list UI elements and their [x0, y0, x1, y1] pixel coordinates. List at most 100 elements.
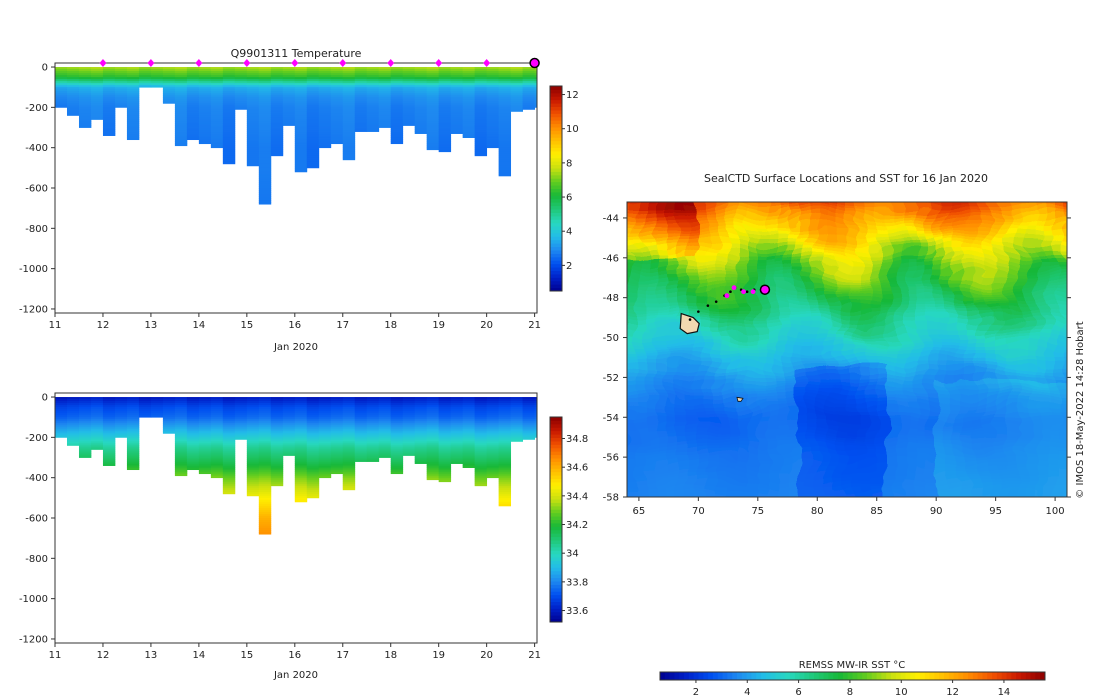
sst-cell: [817, 306, 828, 311]
profile-cell: [414, 415, 428, 418]
sst-cell: [897, 266, 908, 271]
profile-cell: [114, 75, 128, 78]
profile-cell: [198, 419, 212, 422]
profile-cell: [414, 403, 428, 406]
profile-cell: [78, 443, 92, 446]
profile-cell: [342, 463, 356, 466]
profile-cell: [402, 117, 416, 120]
sst-cell: [997, 310, 1008, 315]
profile-cell: [426, 121, 440, 124]
sst-cell: [937, 194, 948, 199]
profile-cell: [66, 95, 80, 98]
profile-cell: [126, 423, 140, 426]
profile-cell: [438, 421, 452, 424]
profile-cell: [486, 397, 500, 400]
profile-cell: [294, 121, 308, 124]
profile-cell: [354, 109, 368, 112]
sst-cell: [657, 278, 668, 283]
profile-cell: [174, 69, 188, 72]
sst-cell: [867, 306, 878, 311]
profile-cell: [126, 75, 140, 78]
profile-cell: [426, 415, 440, 418]
sst-cell: [637, 330, 648, 335]
colorbar-segment: [550, 447, 562, 452]
profile-cell: [246, 397, 260, 400]
sst-cell: [777, 290, 788, 295]
profile-cell: [354, 85, 368, 88]
profile-cell: [246, 449, 260, 452]
profile-cell: [270, 109, 284, 112]
sst-cell: [837, 310, 848, 315]
profile-cell: [162, 81, 176, 84]
sst-cell: [1077, 198, 1088, 203]
profile-cell: [222, 477, 236, 481]
sst-cell: [987, 230, 998, 235]
colorbar-tick-label: 34.8: [566, 434, 588, 445]
sst-cell: [747, 326, 758, 331]
profile-cell: [258, 427, 272, 430]
sst-cell: [807, 318, 818, 323]
sst-cell: [767, 262, 778, 267]
profile-cell: [450, 121, 464, 124]
profile-cell: [174, 93, 188, 96]
profile-cell: [354, 115, 368, 118]
sst-cell: [947, 206, 958, 211]
profile-cell: [210, 431, 224, 434]
sst-cell: [1047, 262, 1058, 267]
profile-cell: [318, 451, 332, 454]
sst-cell: [1067, 250, 1078, 255]
profile-cell: [486, 143, 500, 147]
profile-cell: [438, 121, 452, 124]
sst-cell: [1057, 262, 1067, 267]
profile-cell: [354, 71, 368, 74]
profile-cell: [366, 123, 380, 126]
sst-cell: [1007, 318, 1018, 323]
sst-cell: [1067, 202, 1078, 207]
profile-cell: [246, 157, 260, 161]
profile-cell: [306, 491, 320, 495]
profile-cell: [486, 135, 500, 138]
sst-cell: [617, 194, 628, 199]
profile-cell: [306, 473, 320, 477]
profile-cell: [90, 431, 104, 434]
sst-cell: [847, 214, 858, 219]
profile-cell: [438, 469, 452, 473]
profile-cell: [258, 443, 272, 446]
profile-cell: [174, 423, 188, 426]
profile-cell: [55, 435, 68, 438]
sst-cell: [737, 278, 748, 283]
profile-cell: [534, 429, 537, 432]
sst-cell: [877, 274, 888, 279]
sst-cell: [657, 306, 668, 311]
sst-cell: [987, 218, 998, 223]
sst-cell: [707, 262, 718, 267]
profile-cell: [378, 125, 392, 128]
sst-cell: [697, 302, 708, 307]
x-tick-label: 14: [193, 650, 206, 661]
profile-cell: [306, 495, 320, 499]
profile-cell: [426, 403, 440, 406]
sst-cell: [777, 262, 788, 267]
sst-cell: [687, 226, 698, 231]
profile-cell: [306, 129, 320, 132]
profile-cell: [282, 117, 296, 120]
profile-cell: [174, 135, 188, 138]
profile-cell: [258, 119, 272, 122]
sst-cell: [887, 226, 898, 231]
sst-cell: [897, 254, 908, 259]
profile-cell: [162, 79, 176, 82]
profile-cell: [366, 119, 380, 122]
sst-cell: [797, 338, 808, 343]
sst-cell: [737, 306, 748, 311]
sst-cell: [837, 338, 848, 343]
sst-cell: [937, 246, 948, 251]
sst-cell: [787, 190, 798, 195]
sst-cell: [1047, 286, 1058, 291]
profile-cell: [414, 75, 428, 78]
profile-cell: [534, 431, 537, 434]
sst-cell: [687, 194, 698, 199]
sst-cell: [887, 202, 898, 207]
profile-cell: [318, 137, 332, 141]
profile-cell: [354, 427, 368, 430]
sst-cell: [1027, 210, 1038, 215]
